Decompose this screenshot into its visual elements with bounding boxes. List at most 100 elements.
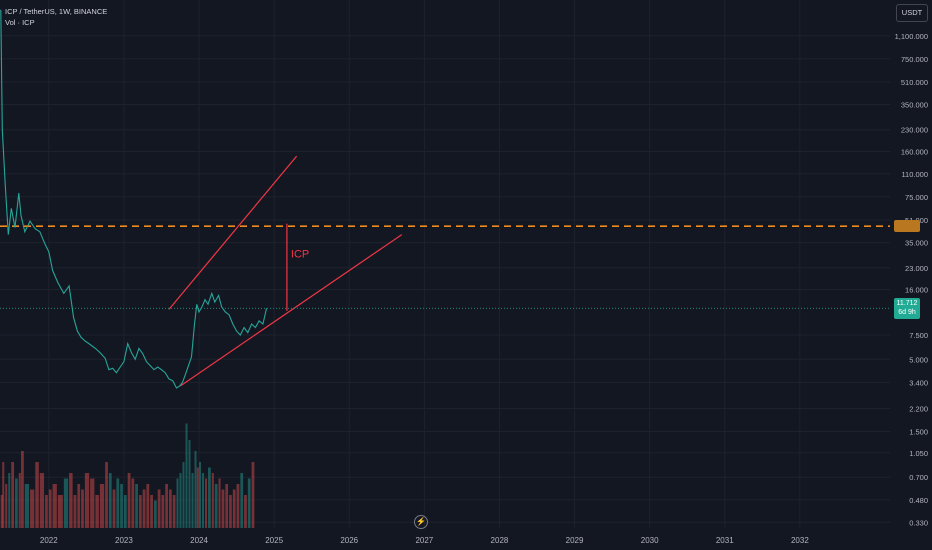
volume-bar — [135, 484, 138, 528]
volume-bar — [48, 489, 52, 528]
volume-bar — [168, 489, 172, 528]
volume-bar — [0, 495, 3, 528]
volume-bar — [18, 473, 21, 528]
level-price-tag — [894, 220, 920, 233]
volume-bars — [0, 423, 255, 528]
volume-bar — [202, 473, 205, 528]
volume-bar — [81, 489, 84, 528]
channel-lower-line[interactable] — [179, 234, 403, 387]
volume-bar — [240, 473, 244, 528]
y-tick-label: 75.000 — [905, 193, 928, 202]
volume-bar — [142, 489, 146, 528]
volume-bar — [73, 495, 77, 528]
y-tick-label: 750.000 — [901, 55, 928, 64]
volume-bar — [150, 495, 153, 528]
currency-button[interactable]: USDT — [896, 4, 928, 22]
y-tick-label: 0.480 — [909, 496, 928, 505]
volume-bar — [225, 484, 229, 528]
volume-bar — [116, 478, 120, 528]
x-axis: 2022 2023 2024 2025 2026 2027 2028 2029 2030 2031… — [40, 536, 809, 545]
volume-bar — [2, 462, 5, 528]
volume-bar — [5, 484, 8, 528]
x-tick-label: 2024 — [190, 536, 208, 545]
y-tick-label: 160.000 — [901, 147, 928, 156]
volume-bar — [218, 478, 221, 528]
volume-bar — [251, 462, 255, 528]
channel-upper-line[interactable] — [168, 155, 298, 310]
y-tick-label: 510.000 — [901, 78, 928, 87]
volume-bar — [172, 495, 176, 528]
volume-bar — [39, 473, 45, 528]
volume-bar — [52, 484, 57, 528]
volume-bar — [69, 473, 73, 528]
y-tick-label: 1.050 — [909, 449, 928, 458]
x-tick-label: 2026 — [340, 536, 358, 545]
volume-bar — [153, 500, 157, 528]
volume-legend[interactable]: Vol · ICP — [5, 18, 35, 27]
volume-bar — [105, 462, 108, 528]
parallel-channel — [168, 155, 403, 387]
volume-bar — [247, 478, 251, 528]
volume-bar — [57, 495, 63, 528]
volume-bar — [108, 473, 112, 528]
volume-bar — [45, 495, 48, 528]
volume-bar — [232, 489, 236, 528]
y-tick-label: 16.000 — [905, 286, 928, 295]
y-tick-label: 350.000 — [901, 101, 928, 110]
volume-bar — [229, 495, 232, 528]
volume-bar — [21, 451, 24, 528]
price-line[interactable] — [0, 9, 268, 389]
volume-bar — [99, 484, 105, 528]
volume-bar — [138, 495, 142, 528]
volume-bar — [157, 489, 161, 528]
y-tick-label: 110.000 — [901, 170, 928, 179]
chart-legend: ICP / TetherUS, 1W, BINANCE Vol · ICP — [5, 6, 107, 28]
volume-bar — [77, 484, 81, 528]
volume-bar — [208, 467, 211, 528]
volume-bar — [221, 489, 225, 528]
volume-bar — [176, 478, 179, 528]
y-tick-label: 1,100.000 — [895, 32, 928, 41]
volume-bar — [179, 473, 182, 528]
volume-bar — [30, 489, 35, 528]
volume-bar — [244, 495, 247, 528]
volume-bar — [214, 484, 218, 528]
volume-bar — [165, 484, 168, 528]
volume-bar — [15, 478, 18, 528]
x-tick-label: 2030 — [641, 536, 659, 545]
x-tick-label: 2028 — [491, 536, 509, 545]
x-tick-label: 2029 — [566, 536, 584, 545]
volume-bar — [182, 462, 185, 528]
volume-bar — [84, 473, 90, 528]
volume-bar — [112, 489, 116, 528]
volume-bar — [8, 473, 11, 528]
volume-bar — [120, 484, 123, 528]
measure-tool: ICP — [286, 223, 309, 311]
x-tick-label: 2032 — [791, 536, 809, 545]
volume-bar — [24, 484, 30, 528]
volume-bar — [211, 473, 214, 528]
y-axis: 1,100.000 750.000 510.000 350.000 230.000 160… — [895, 32, 928, 527]
grid — [0, 0, 890, 528]
volume-bar — [146, 484, 150, 528]
x-tick-label: 2025 — [265, 536, 283, 545]
y-tick-label: 23.000 — [905, 264, 928, 273]
volume-bar — [131, 478, 135, 528]
symbol-legend[interactable]: ICP / TetherUS, 1W, BINANCE — [5, 7, 108, 16]
countdown-value: 6d 9h — [898, 309, 916, 317]
y-tick-label: 0.330 — [909, 518, 928, 527]
y-tick-label: 1.500 — [909, 427, 928, 436]
y-tick-label: 2.200 — [909, 405, 928, 414]
lightning-icon[interactable]: ⚡ — [414, 515, 428, 529]
volume-bar — [191, 473, 194, 528]
volume-bar — [95, 495, 99, 528]
y-tick-label: 7.500 — [909, 331, 928, 340]
x-tick-label: 2022 — [40, 536, 58, 545]
y-tick-label: 0.700 — [909, 473, 928, 482]
volume-bar — [63, 478, 69, 528]
volume-bar — [185, 423, 188, 528]
last-price-value: 11.712 — [896, 300, 918, 308]
volume-bar — [236, 484, 240, 528]
y-tick-label: 35.000 — [905, 239, 928, 248]
